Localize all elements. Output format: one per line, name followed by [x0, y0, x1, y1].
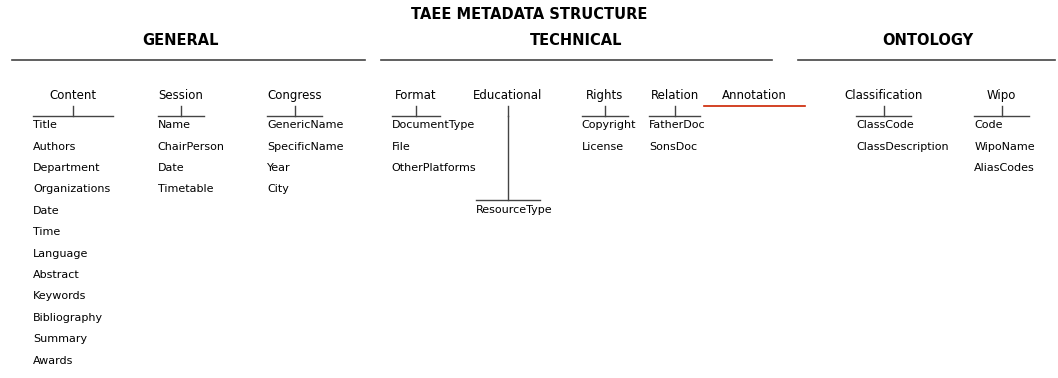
Text: Organizations: Organizations [33, 184, 110, 195]
Text: Code: Code [974, 120, 1003, 130]
Text: SpecificName: SpecificName [268, 142, 344, 152]
Text: OtherPlatforms: OtherPlatforms [391, 163, 476, 173]
Text: Session: Session [159, 89, 203, 102]
Text: Rights: Rights [586, 89, 623, 102]
Text: Congress: Congress [268, 89, 322, 102]
Text: Copyright: Copyright [582, 120, 636, 130]
Text: Department: Department [33, 163, 101, 173]
Text: AliasCodes: AliasCodes [974, 163, 1035, 173]
Text: DocumentType: DocumentType [391, 120, 475, 130]
Text: TAEE METADATA STRUCTURE: TAEE METADATA STRUCTURE [411, 7, 647, 22]
Text: Timetable: Timetable [158, 184, 213, 195]
Text: ONTOLOGY: ONTOLOGY [882, 33, 973, 48]
Text: Awards: Awards [33, 356, 73, 366]
Text: Name: Name [158, 120, 190, 130]
Text: Classification: Classification [844, 89, 923, 102]
Text: GenericName: GenericName [268, 120, 344, 130]
Text: Format: Format [396, 89, 437, 102]
Text: WipoName: WipoName [974, 142, 1035, 152]
Text: Summary: Summary [33, 334, 87, 344]
Text: TECHNICAL: TECHNICAL [530, 33, 623, 48]
Text: ClassCode: ClassCode [856, 120, 914, 130]
Text: Time: Time [33, 227, 60, 237]
Text: Date: Date [158, 163, 184, 173]
Text: Annotation: Annotation [723, 89, 787, 102]
Text: Wipo: Wipo [987, 89, 1017, 102]
Text: Content: Content [50, 89, 96, 102]
Text: License: License [582, 142, 624, 152]
Text: Date: Date [33, 206, 59, 216]
Text: Language: Language [33, 249, 89, 259]
Text: City: City [268, 184, 289, 195]
Text: ChairPerson: ChairPerson [158, 142, 224, 152]
Text: FatherDoc: FatherDoc [650, 120, 706, 130]
Text: SonsDoc: SonsDoc [650, 142, 697, 152]
Text: File: File [391, 142, 411, 152]
Text: Authors: Authors [33, 142, 76, 152]
Text: ClassDescription: ClassDescription [856, 142, 949, 152]
Text: Relation: Relation [651, 89, 698, 102]
Text: ResourceType: ResourceType [476, 205, 553, 215]
Text: Keywords: Keywords [33, 291, 87, 301]
Text: Abstract: Abstract [33, 270, 79, 280]
Text: Title: Title [33, 120, 57, 130]
Text: GENERAL: GENERAL [143, 33, 219, 48]
Text: Year: Year [268, 163, 291, 173]
Text: Educational: Educational [473, 89, 543, 102]
Text: Bibliography: Bibliography [33, 313, 104, 323]
